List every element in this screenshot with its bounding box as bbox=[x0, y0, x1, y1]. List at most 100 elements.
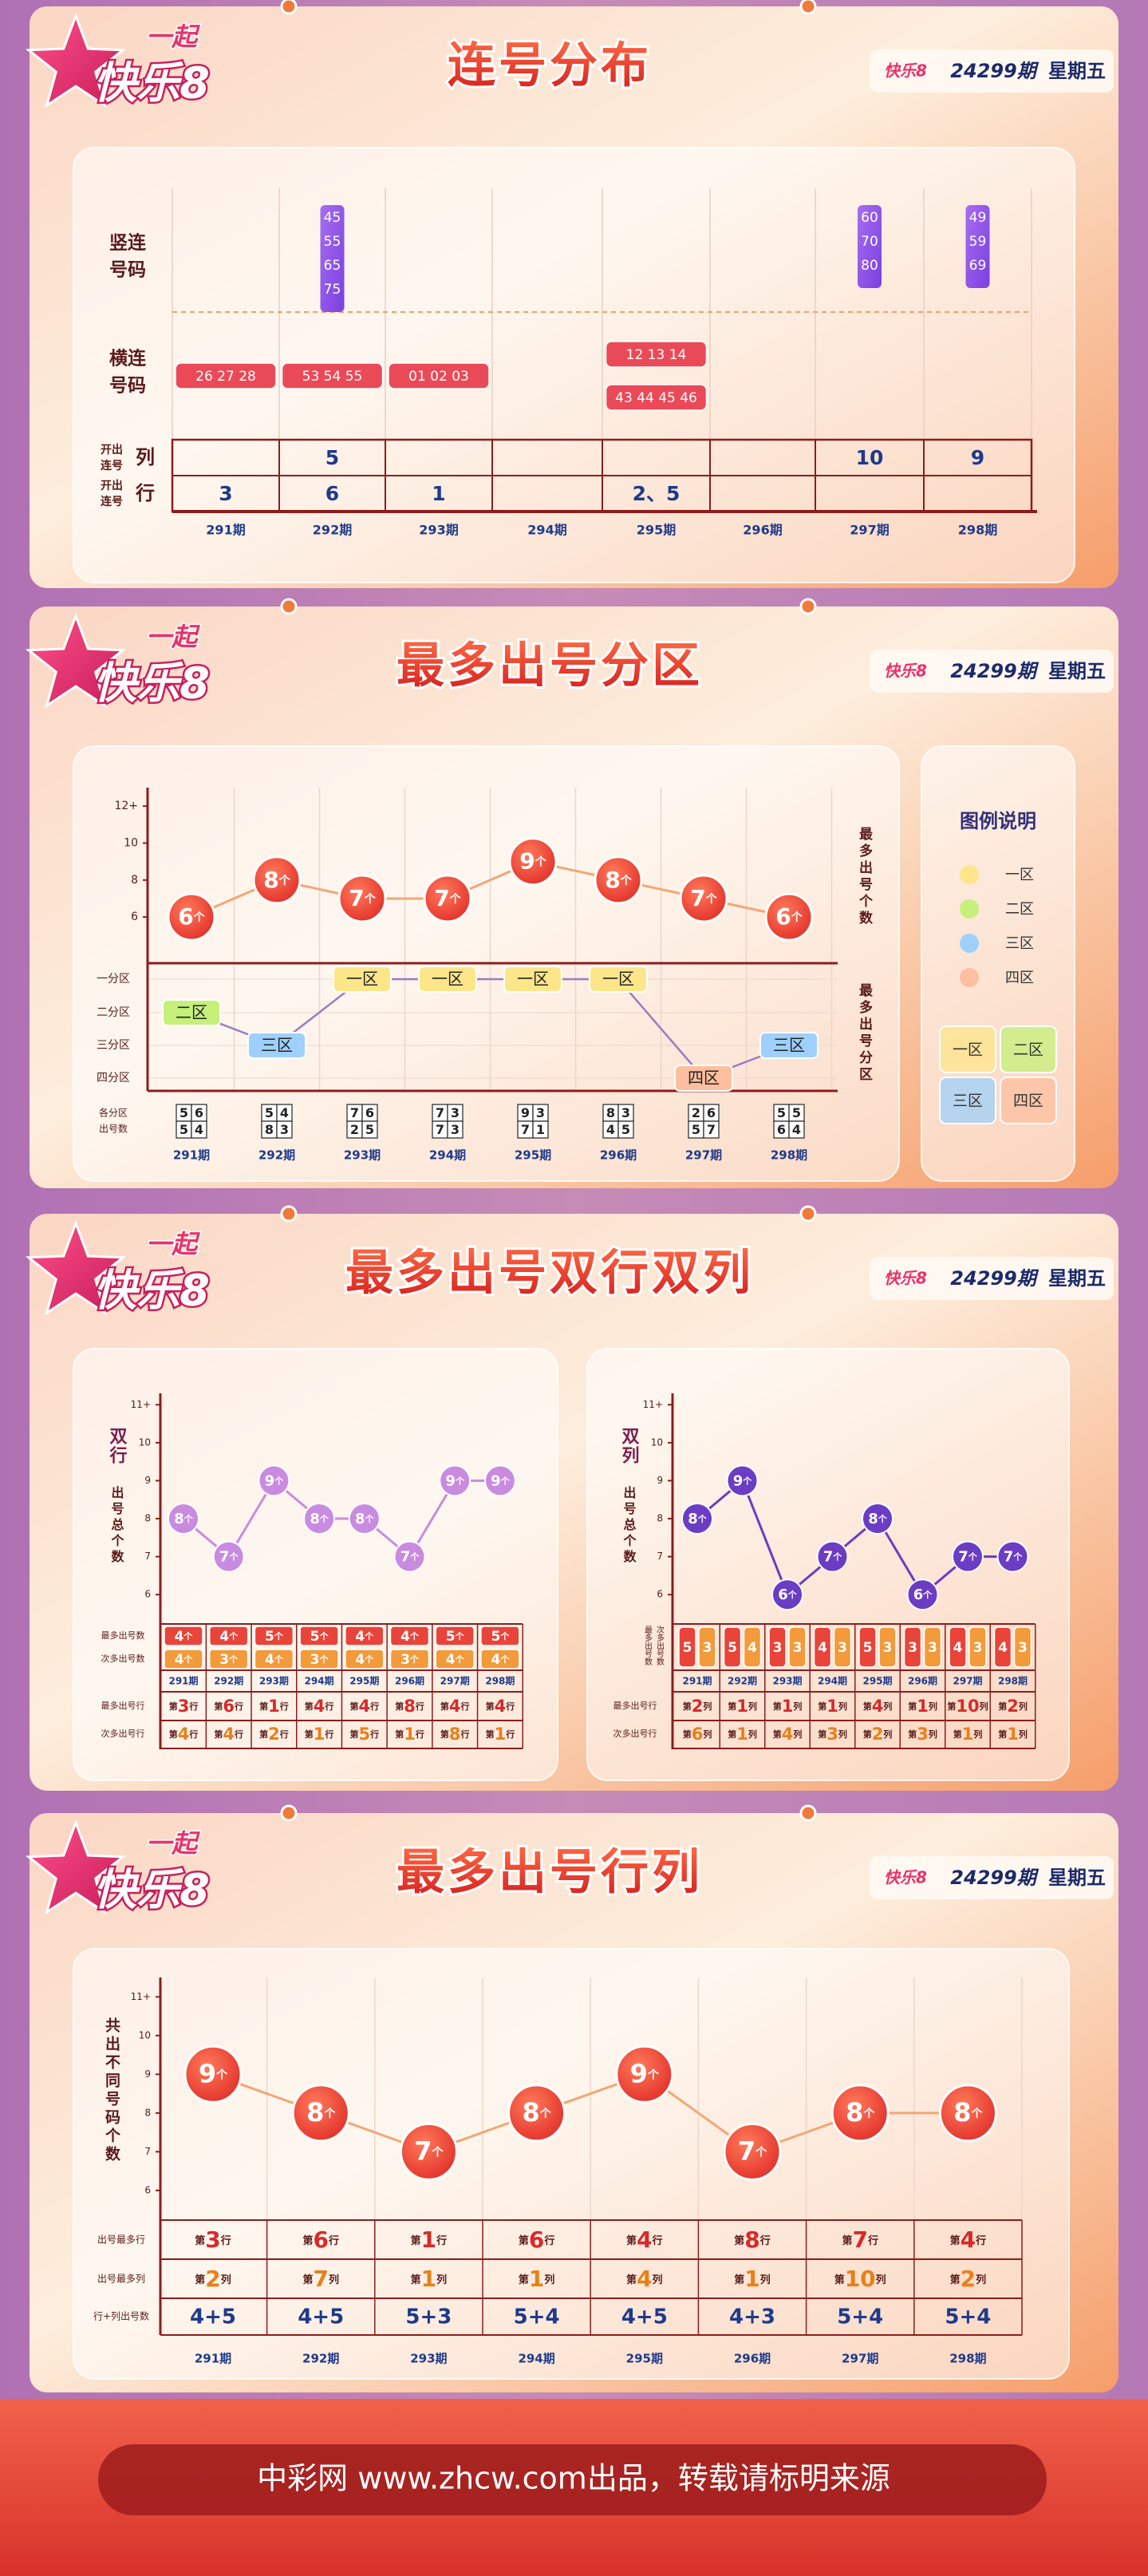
line-text: 第3列 bbox=[908, 1725, 937, 1744]
footer-pill bbox=[98, 2444, 1047, 2515]
line-text: 第1列 bbox=[728, 1697, 757, 1716]
legend-label: 三区 bbox=[1005, 935, 1034, 952]
line-value: 4 bbox=[178, 1725, 190, 1744]
cell-value: 4 bbox=[637, 2226, 652, 2253]
bubble-unit: 个 bbox=[791, 911, 803, 924]
count-box bbox=[903, 1626, 922, 1668]
row-label-big: 列 bbox=[136, 446, 155, 468]
legend-cell-label: 四区 bbox=[1013, 1092, 1043, 1110]
cell-text: 第2列 bbox=[195, 2266, 231, 2292]
cell-text: 第6行 bbox=[519, 2226, 555, 2253]
count-value: 4 bbox=[355, 1629, 365, 1645]
line-suffix: 行 bbox=[324, 1701, 333, 1712]
cell-value: 7 bbox=[313, 2266, 328, 2292]
line-value: 10 bbox=[956, 1697, 979, 1716]
line-text: 第4行 bbox=[305, 1697, 334, 1716]
line-prefix: 第 bbox=[259, 1701, 268, 1712]
line-prefix: 第 bbox=[953, 1729, 962, 1740]
bubble-label: 8个 bbox=[953, 2097, 983, 2128]
line-value: 4 bbox=[223, 1725, 235, 1744]
bubble bbox=[337, 874, 387, 923]
vertical-number: 65 bbox=[324, 258, 341, 274]
count-value: 8 bbox=[265, 1122, 274, 1137]
count-text: 4个 bbox=[219, 1629, 239, 1645]
right-label: 最多出号个数 bbox=[856, 827, 874, 927]
period: 293期 bbox=[410, 2352, 447, 2366]
issue: 24299期 bbox=[950, 660, 1039, 682]
bubble bbox=[952, 1540, 984, 1573]
logo: 快乐8 bbox=[93, 658, 210, 709]
bubble-label: 7个 bbox=[414, 2135, 444, 2166]
period: 292期 bbox=[214, 1675, 243, 1687]
period: 296期 bbox=[600, 1148, 637, 1163]
bubble-unit: 个 bbox=[878, 1513, 888, 1524]
period: 294期 bbox=[518, 2352, 554, 2366]
line-prefix: 第 bbox=[395, 1701, 404, 1712]
count-value: 5 bbox=[683, 1640, 692, 1656]
cell-value: 1 bbox=[421, 2226, 436, 2253]
bubble-unit: 个 bbox=[968, 1551, 978, 1563]
period: 295期 bbox=[637, 523, 676, 538]
cell-prefix: 第 bbox=[834, 2274, 845, 2286]
bubble-label: 7个 bbox=[349, 885, 376, 911]
bubble bbox=[681, 1503, 713, 1535]
bubble-label: 7个 bbox=[1004, 1549, 1024, 1566]
bubble-value: 6 bbox=[775, 903, 791, 930]
line-suffix: 列 bbox=[748, 1729, 757, 1740]
line-prefix: 第 bbox=[486, 1729, 495, 1740]
line-text: 第6行 bbox=[214, 1697, 243, 1716]
logo-star bbox=[25, 1219, 127, 1316]
line-suffix: 行 bbox=[505, 1729, 515, 1740]
bubble-label: 6个 bbox=[178, 903, 205, 930]
axis-label: 出号总个数 bbox=[621, 1485, 637, 1566]
y-tick-label: 11+ bbox=[131, 1991, 151, 2002]
count-text: 5个 bbox=[491, 1629, 510, 1645]
horizontal-pill bbox=[388, 362, 490, 389]
line-prefix: 第 bbox=[773, 1701, 782, 1712]
count-cell bbox=[788, 1120, 805, 1139]
cell-suffix: 列 bbox=[976, 2274, 986, 2286]
cell-value: 4 bbox=[637, 2266, 652, 2292]
row-value: 3 bbox=[219, 482, 232, 505]
line-text: 第8行 bbox=[395, 1697, 424, 1716]
bubble-label: 7个 bbox=[400, 1549, 420, 1566]
bubble-label: 8个 bbox=[605, 867, 632, 893]
count-value: 4 bbox=[265, 1652, 274, 1668]
bubble-label: 6个 bbox=[775, 903, 803, 930]
bubble-unit: 个 bbox=[787, 1589, 798, 1600]
count-box bbox=[164, 1626, 203, 1646]
cell-text: 第2列 bbox=[950, 2266, 987, 2292]
line-text: 第2列 bbox=[683, 1697, 712, 1716]
line-text: 第1列 bbox=[728, 1725, 757, 1744]
bubble bbox=[399, 2122, 458, 2181]
count-value: 4 bbox=[175, 1652, 184, 1668]
bubble-label: 9个 bbox=[519, 848, 546, 875]
zone-pill-label: 三区 bbox=[773, 1036, 805, 1055]
sum-value: 5+4 bbox=[514, 2305, 560, 2329]
vertical-pill bbox=[858, 205, 882, 288]
logo-small: 一起 bbox=[146, 1229, 200, 1259]
hanger bbox=[280, 598, 298, 615]
cell-suffix: 列 bbox=[329, 2274, 339, 2286]
period: 292期 bbox=[728, 1675, 757, 1687]
issue: 24299期 bbox=[950, 1867, 1039, 1889]
bubble-value: 7 bbox=[958, 1549, 969, 1566]
line-value: 2 bbox=[692, 1697, 704, 1716]
cell-value: 2 bbox=[961, 2266, 976, 2292]
badge-logo: 快乐8 bbox=[884, 1269, 927, 1288]
count-value: 5 bbox=[265, 1105, 274, 1120]
cell-value: 6 bbox=[313, 2226, 328, 2253]
line-suffix: 列 bbox=[793, 1729, 802, 1740]
line-text: 第1行 bbox=[395, 1725, 424, 1744]
bubble bbox=[679, 874, 728, 923]
bubble-value: 9 bbox=[265, 1472, 275, 1489]
bubble bbox=[348, 1503, 381, 1535]
line-prefix: 第 bbox=[169, 1729, 178, 1740]
line-suffix: 列 bbox=[748, 1701, 757, 1712]
sum-value: 4+5 bbox=[298, 2305, 344, 2329]
count-text: 5个 bbox=[265, 1629, 284, 1645]
legend-label: 四区 bbox=[1005, 970, 1034, 986]
line-label: 最多出号行 bbox=[613, 1700, 657, 1711]
line-prefix: 第 bbox=[486, 1701, 495, 1712]
bubble-unit: 个 bbox=[755, 2145, 767, 2159]
